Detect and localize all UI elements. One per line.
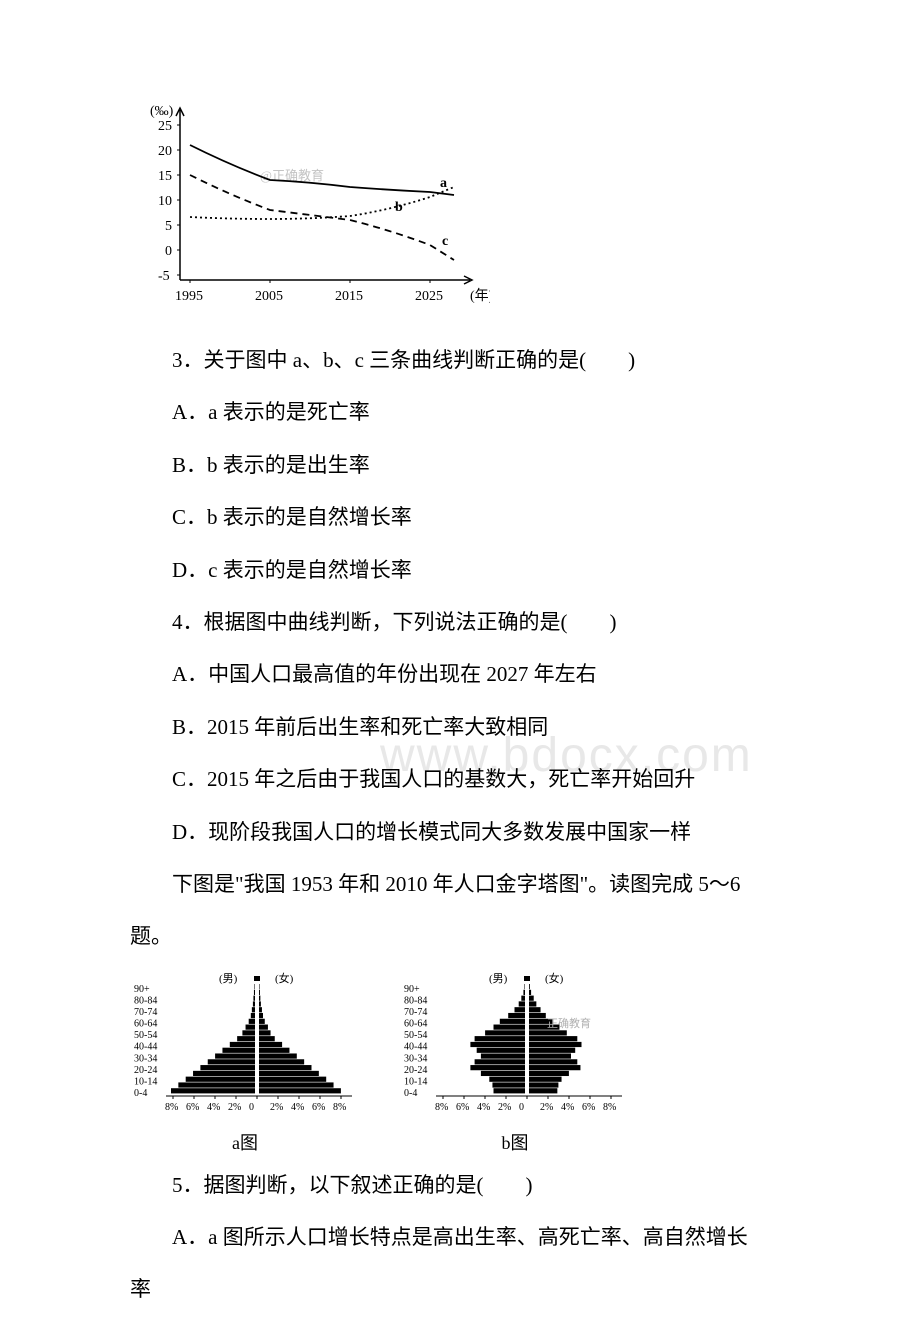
svg-text:60-64: 60-64 <box>134 1018 157 1029</box>
svg-text:(女): (女) <box>545 972 564 985</box>
q3-option-c: C．b 表示的是自然增长率 <box>130 492 840 542</box>
svg-text:90+: 90+ <box>404 983 420 994</box>
svg-text:20-24: 20-24 <box>134 1065 157 1076</box>
svg-text:30-34: 30-34 <box>134 1053 157 1064</box>
pyramid-b-caption: b图 <box>400 1129 630 1155</box>
series-b-label: b <box>395 200 403 215</box>
pyramids-container: 0-410-1420-2430-3440-4450-5460-6470-7480… <box>130 972 840 1155</box>
svg-text:0: 0 <box>165 244 172 259</box>
svg-text:40-44: 40-44 <box>404 1041 427 1052</box>
svg-text:50-54: 50-54 <box>134 1030 157 1041</box>
svg-text:0: 0 <box>249 1102 254 1113</box>
svg-text:90+: 90+ <box>134 983 150 994</box>
svg-text:(男): (男) <box>219 973 238 985</box>
q4-option-b: B．2015 年前后出生率和死亡率大致相同 <box>130 702 840 752</box>
q4-option-c: C．2015 年之后由于我国人口的基数大，死亡率开始回升 <box>130 754 840 804</box>
svg-text:15: 15 <box>158 169 172 184</box>
q3-stem: 3．关于图中 a、b、c 三条曲线判断正确的是( ) <box>130 335 840 385</box>
svg-text:4%: 4% <box>291 1102 304 1113</box>
svg-text:70-74: 70-74 <box>134 1007 157 1018</box>
svg-text:2%: 2% <box>228 1102 241 1113</box>
series-c <box>190 175 454 260</box>
svg-text:8%: 8% <box>435 1102 448 1113</box>
svg-text:(男): (男) <box>489 973 508 985</box>
svg-text:6%: 6% <box>186 1102 199 1113</box>
svg-text:6%: 6% <box>312 1102 325 1113</box>
svg-text:1995: 1995 <box>175 289 203 304</box>
q4-option-a: A．中国人口最高值的年份出现在 2027 年左右 <box>130 649 840 699</box>
svg-text:2025: 2025 <box>415 289 443 304</box>
svg-text:8%: 8% <box>333 1102 346 1113</box>
svg-text:40-44: 40-44 <box>134 1041 157 1052</box>
q5-option-a-cont: 率 <box>130 1264 840 1314</box>
svg-text:2%: 2% <box>498 1102 511 1113</box>
svg-text:(女): (女) <box>275 972 294 985</box>
pyramid-b: 0-410-1420-2430-3440-4450-5460-6470-7480… <box>400 972 630 1122</box>
q3-option-b: B．b 表示的是出生率 <box>130 440 840 490</box>
svg-text:2015: 2015 <box>335 289 363 304</box>
q4-stem: 4．根据图中曲线判断，下列说法正确的是( ) <box>130 597 840 647</box>
svg-text:-5: -5 <box>158 269 170 284</box>
svg-text:正确教育: 正确教育 <box>547 1016 591 1030</box>
svg-text:6%: 6% <box>456 1102 469 1113</box>
series-c-label: c <box>442 234 448 249</box>
intro-56: 下图是"我国 1953 年和 2010 年人口金字塔图"。读图完成 5～6 <box>130 859 840 909</box>
pyramid-b-block: 0-410-1420-2430-3440-4450-5460-6470-7480… <box>400 972 630 1155</box>
q5-stem: 5．据图判断，以下叙述正确的是( ) <box>130 1160 840 1210</box>
svg-text:30-34: 30-34 <box>404 1053 427 1064</box>
svg-text:60-64: 60-64 <box>404 1018 427 1029</box>
svg-text:25: 25 <box>158 119 172 134</box>
q4-option-d: D．现阶段我国人口的增长模式同大多数发展中国家一样 <box>130 807 840 857</box>
svg-text:2005: 2005 <box>255 289 283 304</box>
svg-text:0-4: 0-4 <box>134 1088 147 1099</box>
pyramid-a-block: 0-410-1420-2430-3440-4450-5460-6470-7480… <box>130 972 360 1155</box>
svg-text:5: 5 <box>165 219 172 234</box>
y-axis-unit: (‰) <box>150 104 174 119</box>
svg-text:80-84: 80-84 <box>404 995 427 1006</box>
svg-text:20-24: 20-24 <box>404 1065 427 1076</box>
svg-text:6%: 6% <box>582 1102 595 1113</box>
series-a-label: a <box>440 176 447 191</box>
svg-text:4%: 4% <box>477 1102 490 1113</box>
svg-text:10-14: 10-14 <box>134 1076 157 1087</box>
pyramid-a-caption: a图 <box>130 1129 360 1155</box>
svg-text:80-84: 80-84 <box>134 995 157 1006</box>
q3-option-d: D．c 表示的是自然增长率 <box>130 545 840 595</box>
svg-text:10: 10 <box>158 194 172 209</box>
svg-text:4%: 4% <box>561 1102 574 1113</box>
svg-text:2%: 2% <box>540 1102 553 1113</box>
chart1-container: (‰) -5 0 5 10 15 20 25 1995 2005 2015 20… <box>130 100 840 315</box>
svg-text:2%: 2% <box>270 1102 283 1113</box>
svg-text:20: 20 <box>158 144 172 159</box>
intro-56-cont: 题。 <box>130 911 840 961</box>
y-ticks: -5 0 5 10 15 20 25 <box>158 119 180 284</box>
svg-text:50-54: 50-54 <box>404 1030 427 1041</box>
q5-option-a: A．a 图所示人口增长特点是高出生率、高死亡率、高自然增长 <box>130 1212 840 1262</box>
x-ticks: 1995 2005 2015 2025 (年) <box>175 280 490 304</box>
svg-text:8%: 8% <box>165 1102 178 1113</box>
x-axis-unit: (年) <box>470 288 490 304</box>
q3-option-a: A．a 表示的是死亡率 <box>130 387 840 437</box>
pyramid-a: 0-410-1420-2430-3440-4450-5460-6470-7480… <box>130 972 360 1122</box>
svg-text:10-14: 10-14 <box>404 1076 427 1087</box>
line-chart: (‰) -5 0 5 10 15 20 25 1995 2005 2015 20… <box>130 100 490 315</box>
svg-text:70-74: 70-74 <box>404 1007 427 1018</box>
svg-text:8%: 8% <box>603 1102 616 1113</box>
svg-text:4%: 4% <box>207 1102 220 1113</box>
svg-text:0-4: 0-4 <box>404 1088 417 1099</box>
svg-text:0: 0 <box>519 1102 524 1113</box>
